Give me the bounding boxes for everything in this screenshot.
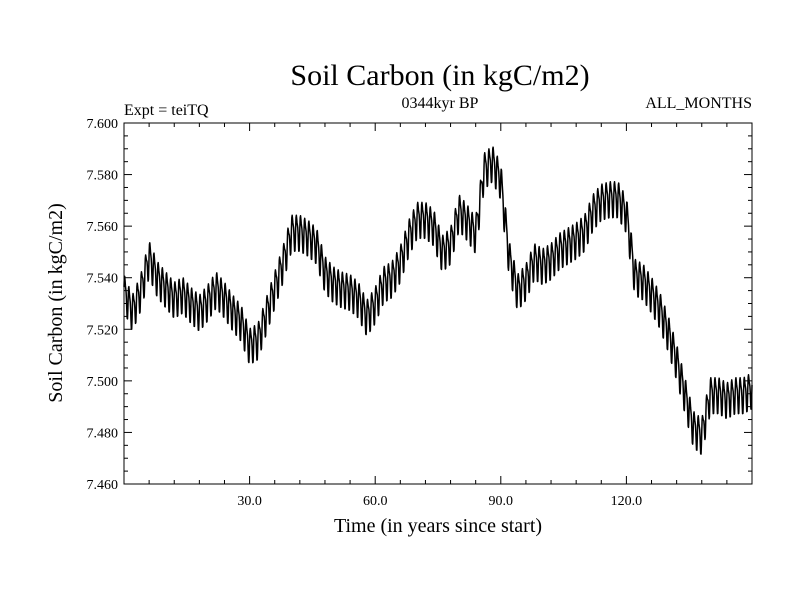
subtitle-right: ALL_MONTHS bbox=[645, 95, 752, 112]
chart-title: Soil Carbon (in kgC/m2) bbox=[290, 59, 589, 92]
y-tick-label: 7.460 bbox=[87, 478, 119, 493]
x-tick-label: 30.0 bbox=[237, 494, 262, 509]
subtitle-left: Expt = teiTQ bbox=[124, 102, 209, 119]
y-tick-label: 7.560 bbox=[87, 220, 119, 235]
y-tick-label: 7.600 bbox=[87, 117, 119, 132]
x-tick-label: 90.0 bbox=[489, 494, 514, 509]
subtitle-center: 0344kyr BP bbox=[402, 95, 479, 112]
y-tick-label: 7.520 bbox=[87, 323, 119, 338]
x-tick-label: 120.0 bbox=[611, 494, 643, 509]
x-tick-label: 60.0 bbox=[363, 494, 388, 509]
y-tick-label: 7.580 bbox=[87, 169, 119, 184]
plot-area: 7.460 7.480 7.500 7.520 7.540 7.560 7.580 7.600… bbox=[87, 117, 753, 509]
x-axis-label: Time (in years since start) bbox=[334, 515, 542, 537]
y-axis-label: Soil Carbon (in kgC/m2) bbox=[45, 203, 67, 402]
series-line bbox=[123, 146, 753, 455]
y-tick-label: 7.540 bbox=[87, 272, 119, 287]
y-tick-label: 7.500 bbox=[87, 375, 119, 390]
y-tick-label: 7.480 bbox=[87, 426, 119, 441]
